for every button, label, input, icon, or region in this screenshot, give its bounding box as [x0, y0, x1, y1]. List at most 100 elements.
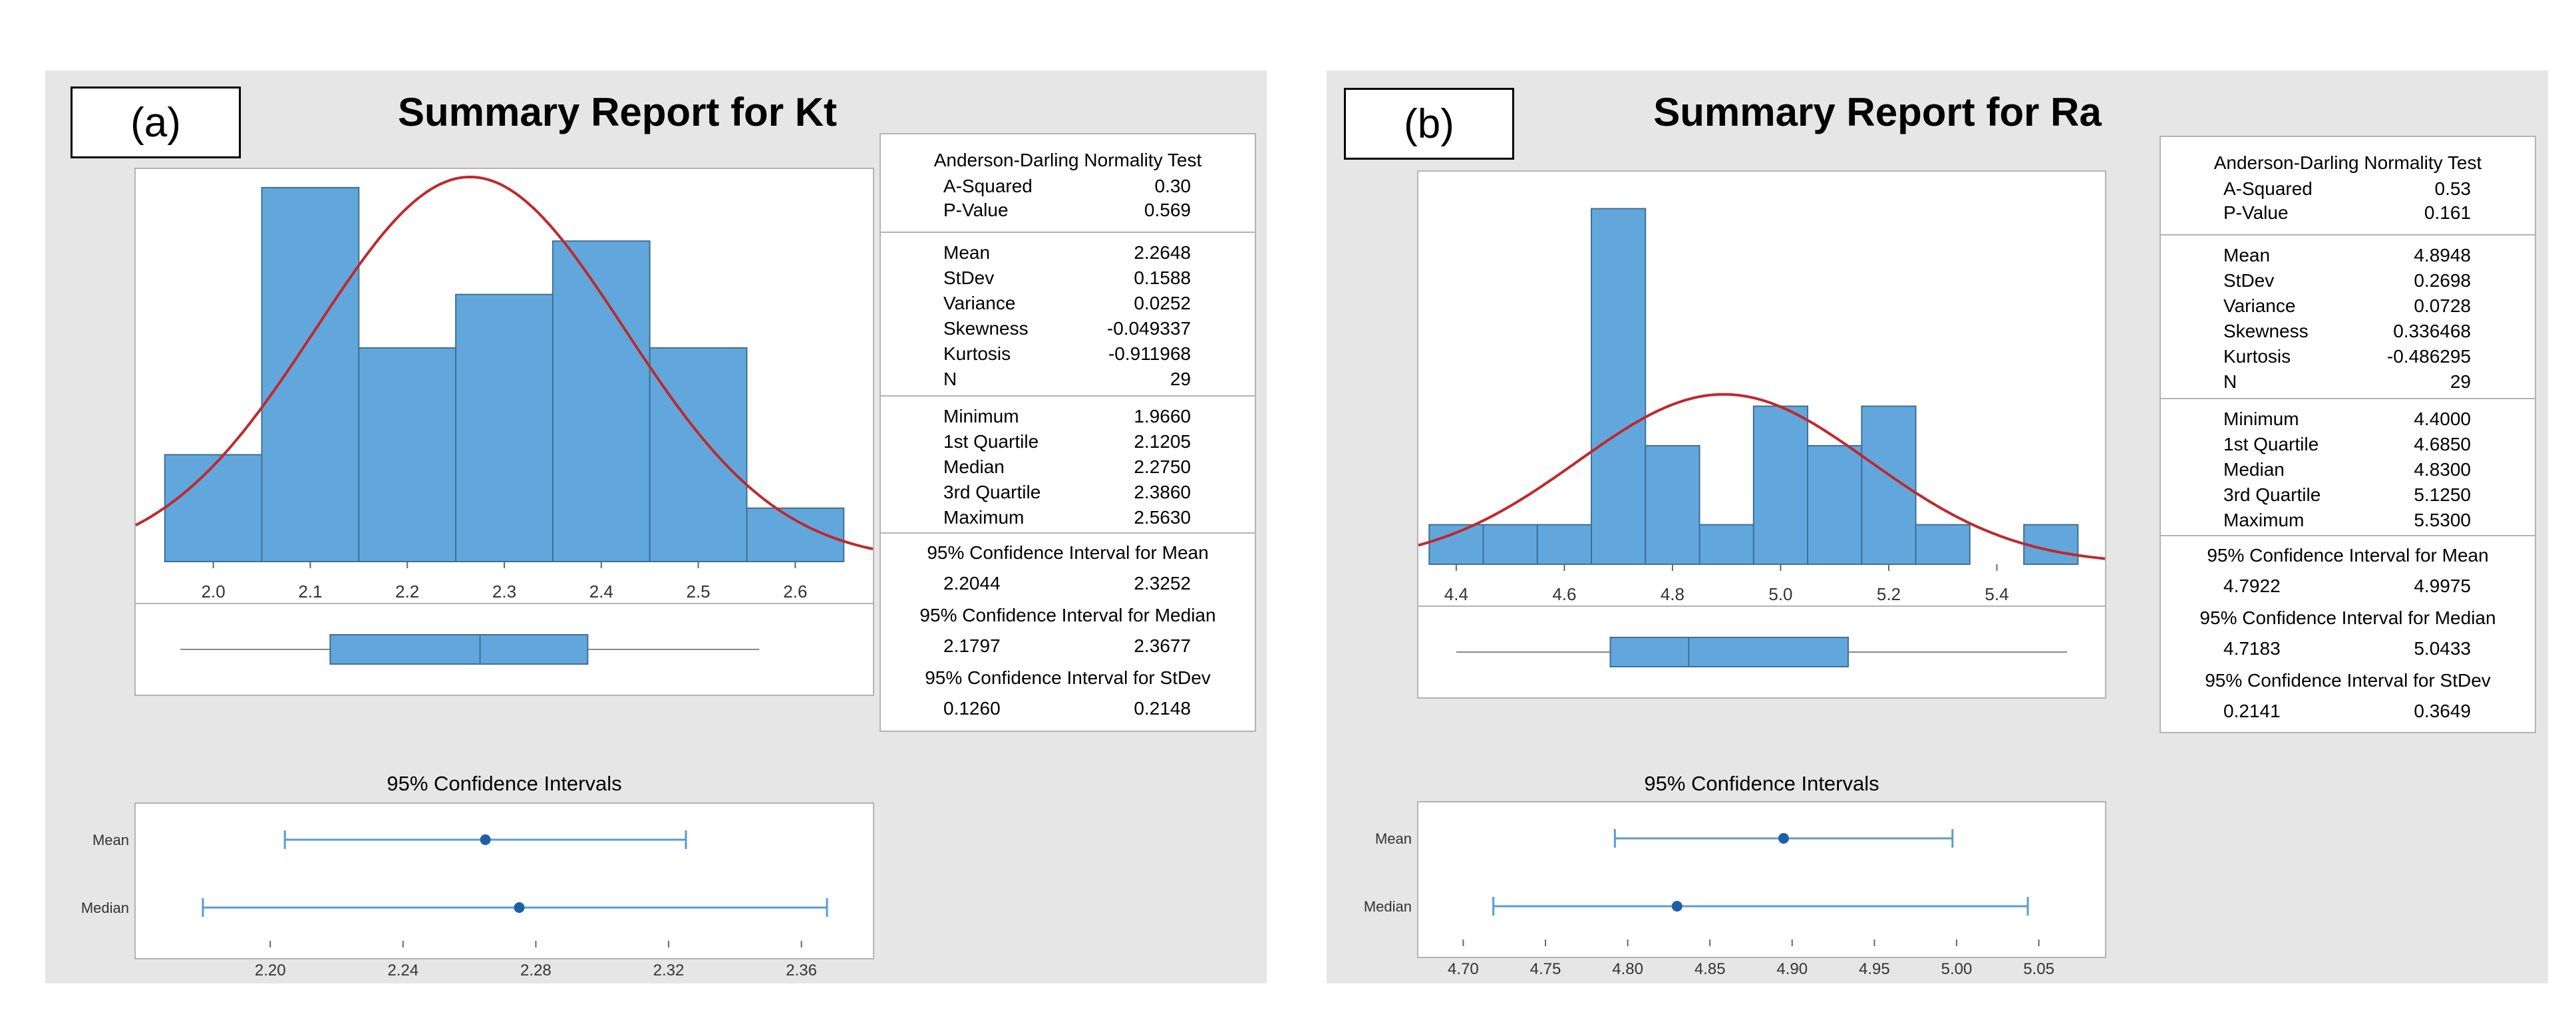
- stat-row: Skewness -0.049337: [881, 317, 1255, 341]
- histogram-bar: [1591, 208, 1647, 565]
- ci-chart: Mean Median 4.70 4.75 4.80 4.85 4.90 4.95 5.00 5.…: [1364, 829, 2054, 978]
- ci-stdev-header: 95% Confidence Interval for StDev: [2205, 670, 2491, 691]
- stat-value: 29: [1170, 369, 1191, 389]
- stat-label: A-Squared: [2223, 178, 2313, 199]
- x-tick-label: 2.2: [395, 582, 419, 601]
- stat-row: Mean 4.8948: [2161, 244, 2535, 267]
- ci-tick-label: 5.05: [2023, 960, 2054, 978]
- ci-high: 5.0433: [2414, 638, 2471, 659]
- stat-row: 3rd Quartile 5.1250: [2161, 483, 2535, 507]
- stat-label: P-Value: [943, 200, 1009, 220]
- ci-high: 0.3649: [2414, 701, 2471, 721]
- stats-table: Anderson-Darling Normality Test A-Square…: [2160, 136, 2536, 733]
- histogram-bar: [649, 347, 748, 562]
- stat-value: 2.1205: [1134, 431, 1191, 452]
- stat-label: A-Squared: [943, 176, 1033, 196]
- boxplot-frame: [134, 603, 874, 696]
- stat-label: Minimum: [2223, 409, 2299, 429]
- ci-low: 0.1260: [943, 698, 1001, 719]
- ci-mean-header: 95% Confidence Interval for Mean: [927, 542, 1209, 563]
- x-tick-label: 2.5: [687, 582, 711, 601]
- stat-value: 4.8948: [2414, 245, 2471, 265]
- ci-tick-label: 2.24: [387, 961, 418, 979]
- stat-label: Mean: [2223, 245, 2271, 265]
- x-tick-label: 5.4: [1985, 584, 2009, 604]
- stat-row: N 29: [2161, 370, 2535, 394]
- stat-value: 0.161: [2424, 202, 2471, 223]
- ci-chart: Mean Median 2.20 2.24 2.28 2.32 2.36: [81, 830, 828, 979]
- ci-high: 0.2148: [1134, 698, 1191, 719]
- stat-value: 4.6850: [2414, 434, 2471, 454]
- ci-estimate-dot: [1778, 833, 1789, 844]
- stat-row: Variance 0.0728: [2161, 294, 2535, 318]
- normal-curve: [1418, 393, 2106, 560]
- histogram-frame: 2.0 2.1 2.2 2.3 2.4 2.5 2.6: [134, 168, 874, 631]
- stat-row: 1st Quartile 4.6850: [2161, 432, 2535, 456]
- ci-high: 2.3677: [1134, 635, 1191, 656]
- stat-value: 0.336468: [2393, 321, 2471, 341]
- stat-value: 29: [2450, 371, 2471, 392]
- stat-value: 0.1588: [1134, 267, 1191, 288]
- histogram-bar: [164, 454, 263, 562]
- stat-value: -0.049337: [1106, 318, 1191, 339]
- ci-tick-label: 2.32: [653, 961, 685, 979]
- moments-section: Mean 2.2648 StDev 0.1588 Variance 0.0252 Sk…: [881, 232, 1255, 397]
- stat-value: 2.5630: [1134, 507, 1191, 528]
- confidence-section: 95% Confidence Interval for Mean 4.7922 4…: [2161, 535, 2535, 735]
- stat-row: Maximum 5.5300: [2161, 508, 2535, 532]
- normality-header: Anderson-Darling Normality Test: [2213, 152, 2482, 173]
- stat-label: Minimum: [943, 406, 1019, 427]
- boxplot-chart: [180, 634, 760, 665]
- histogram-bar: [1698, 524, 1754, 565]
- histogram-bar: [552, 240, 651, 563]
- ci-low: 4.7922: [2223, 576, 2281, 596]
- histogram-bar: [1752, 405, 1809, 565]
- moments-section: Mean 4.8948 StDev 0.2698 Variance 0.0728 Sk…: [2161, 234, 2535, 399]
- stat-value: 2.2648: [1134, 242, 1191, 263]
- ci-plot-title: 95% Confidence Intervals: [1644, 772, 1879, 795]
- stat-label: 1st Quartile: [943, 431, 1039, 452]
- ci-tick-label: 4.80: [1612, 960, 1643, 978]
- ci-low: 0.2141: [2223, 701, 2281, 721]
- ci-stdev-values: 0.2141 0.3649: [2161, 699, 2535, 724]
- histogram-bar: [1482, 524, 1538, 565]
- panel-b: (b) Summary Report for Ra 4.4 4.6 4.8 5.0 5.…: [1327, 71, 2548, 983]
- x-tick-label: 2.6: [783, 582, 807, 601]
- stat-label: 3rd Quartile: [2223, 484, 2321, 505]
- stat-row: 3rd Quartile 2.3860: [881, 480, 1255, 504]
- ci-low: 2.1797: [943, 635, 1001, 656]
- ci-plot-frame: Mean Median 4.70 4.75 4.80 4.85 4.90 4.95 5.00 5.…: [1364, 801, 2106, 978]
- stat-label: Maximum: [943, 507, 1025, 528]
- stat-value: -0.911968: [1108, 343, 1191, 364]
- stat-label: 3rd Quartile: [943, 482, 1041, 502]
- histogram-bar: [455, 293, 554, 562]
- ci-stdev-header: 95% Confidence Interval for StDev: [925, 667, 1211, 688]
- stats-table: Anderson-Darling Normality Test A-Square…: [880, 133, 1256, 732]
- quantiles-section: Minimum 4.4000 1st Quartile 4.6850 Median 4…: [2161, 398, 2535, 536]
- stat-value: 2.2750: [1134, 456, 1191, 477]
- histogram-bar: [1428, 524, 1484, 565]
- ci-estimate-dot: [480, 834, 491, 845]
- stat-row: Median 2.2750: [881, 455, 1255, 479]
- stat-row: Mean 2.2648: [881, 241, 1255, 265]
- normality-section: Anderson-Darling Normality Test A-Square…: [881, 134, 1255, 232]
- x-tick-label: 4.4: [1444, 584, 1468, 604]
- ci-stdev-values: 0.1260 0.2148: [881, 696, 1255, 721]
- ci-row-label: Median: [81, 900, 129, 916]
- histogram-bar: [1915, 524, 1971, 565]
- stat-value: 0.2698: [2414, 270, 2471, 291]
- stat-value: 0.53: [2434, 178, 2472, 199]
- normality-header: Anderson-Darling Normality Test: [933, 150, 1202, 170]
- ci-plot-frame: Mean Median 2.20 2.24 2.28 2.32 2.36: [81, 802, 874, 979]
- stat-row: N 29: [881, 367, 1255, 391]
- ci-row-label: Mean: [92, 832, 129, 848]
- stat-value: 4.8300: [2414, 459, 2471, 480]
- ci-mean-values: 2.2044 2.3252: [881, 571, 1255, 596]
- stat-row: StDev 0.1588: [881, 266, 1255, 290]
- stat-label: Variance: [943, 293, 1016, 313]
- histogram-bar: [358, 347, 457, 562]
- panel-a-title: Summary Report for Kt: [397, 90, 838, 134]
- x-tick-label: 4.6: [1552, 584, 1576, 604]
- stat-label: Variance: [2223, 295, 2296, 316]
- stat-label: Kurtosis: [2223, 346, 2291, 367]
